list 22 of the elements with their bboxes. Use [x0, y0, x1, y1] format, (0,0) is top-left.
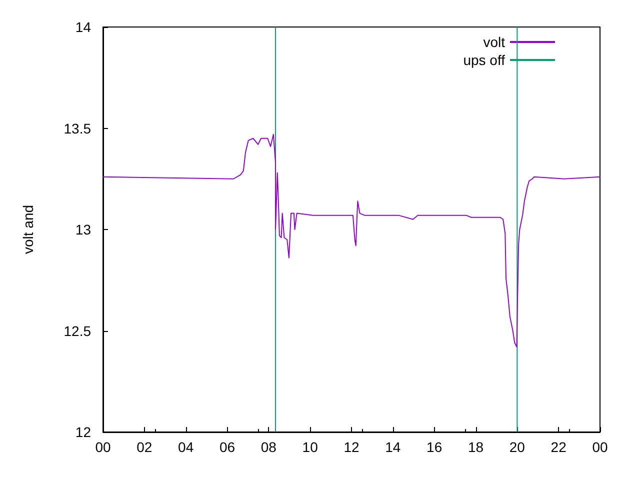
x-tick-label: 10	[302, 439, 318, 455]
y-tick-label: 13	[75, 222, 92, 238]
x-tick-label: 18	[468, 439, 484, 455]
x-tick-label: 06	[219, 439, 236, 455]
x-tick-label: 12	[344, 439, 360, 455]
x-tick-label: 20	[509, 439, 526, 455]
y-tick-label: 12	[75, 424, 92, 440]
x-tick-label: 22	[550, 439, 567, 455]
x-tick-label: 04	[178, 439, 194, 455]
x-tick-label: 00	[95, 439, 111, 455]
x-tick-label: 00	[592, 439, 608, 455]
y-tick-label: 14	[75, 19, 92, 35]
line-series	[102, 134, 600, 348]
x-tick-label: 08	[260, 439, 277, 455]
x-tick-label: 02	[136, 439, 152, 455]
legend-label: volt	[483, 34, 506, 50]
x-tick-label: 14	[385, 439, 401, 455]
y-tick-label: 13.5	[64, 120, 92, 136]
x-tick-label: 16	[426, 439, 442, 455]
legend-label: ups off	[463, 52, 506, 68]
y-tick-label: 12.5	[64, 322, 92, 339]
y-axis-title: volt and	[20, 204, 36, 254]
